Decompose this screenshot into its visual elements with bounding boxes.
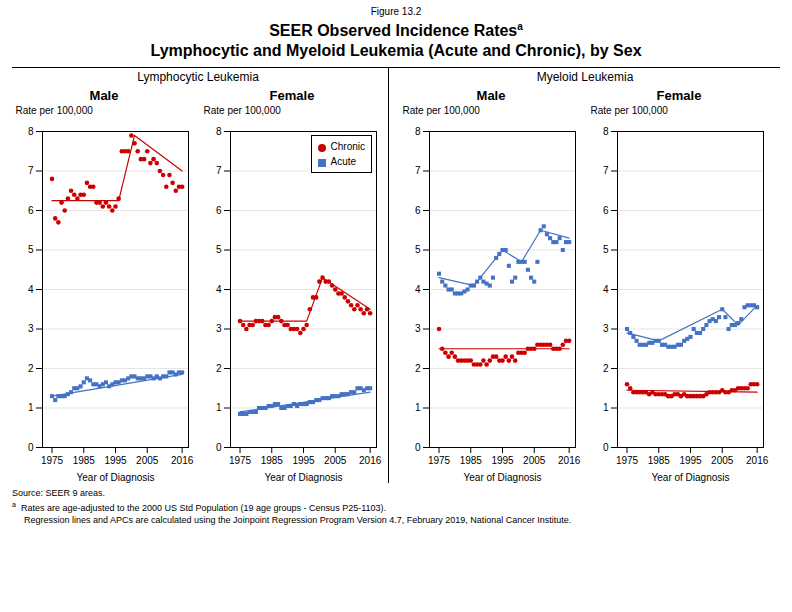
- html-text:Male: Male: [476, 88, 506, 104]
- svg-text:1975: 1975: [41, 455, 64, 466]
- html-text:Acute: Acute: [330, 156, 357, 168]
- svg-text:2: 2: [28, 363, 34, 374]
- svg-text:1975: 1975: [229, 455, 252, 466]
- svg-text:4: 4: [415, 284, 421, 295]
- svg-text:1995: 1995: [491, 455, 514, 466]
- svg-text:7: 7: [415, 166, 421, 177]
- svg-text:2016: 2016: [359, 455, 382, 466]
- html-text:Female: Female: [269, 88, 315, 104]
- html-text:Male: Male: [89, 88, 119, 104]
- html-text:Chronic: Chronic: [330, 141, 365, 153]
- svg-text:1985: 1985: [460, 455, 483, 466]
- svg-text:5: 5: [28, 245, 34, 256]
- html-text:Regression lines and APCs are: Regression lines and APCs are calculated…: [24, 515, 572, 526]
- svg-text:Year of Diagnosis: Year of Diagnosis: [463, 472, 541, 483]
- svg-text:1: 1: [28, 403, 34, 414]
- svg-text:1: 1: [216, 403, 222, 414]
- svg-text:2: 2: [415, 363, 421, 374]
- svg-text:2005: 2005: [523, 455, 546, 466]
- svg-text:3: 3: [415, 324, 421, 335]
- svg-text:2005: 2005: [324, 455, 347, 466]
- svg-text:1975: 1975: [428, 455, 451, 466]
- svg-text:6: 6: [28, 205, 34, 216]
- svg-text:2: 2: [603, 363, 609, 374]
- html-text:Lymphocytic and Myeloid Leukem: Lymphocytic and Myeloid Leukemia (Acute …: [150, 42, 642, 60]
- svg-text:5: 5: [216, 245, 222, 256]
- html-text:Lymphocytic Leukemia: Lymphocytic Leukemia: [137, 70, 259, 85]
- svg-text:1985: 1985: [261, 455, 284, 466]
- html-text:Female: Female: [656, 88, 702, 104]
- svg-text:1975: 1975: [616, 455, 639, 466]
- svg-text:6: 6: [415, 205, 421, 216]
- svg-text:8: 8: [216, 126, 222, 137]
- svg-text:4: 4: [603, 284, 609, 295]
- svg-text:Year of Diagnosis: Year of Diagnosis: [651, 472, 729, 483]
- svg-text:2: 2: [216, 363, 222, 374]
- svg-text:8: 8: [603, 126, 609, 137]
- html-text:Figure 13.2: Figure 13.2: [370, 6, 422, 17]
- svg-text:Rate per 100,000: Rate per 100,000: [591, 105, 669, 116]
- html-text:SEER Observed Incidence Ratesa: SEER Observed Incidence Ratesa: [269, 21, 523, 40]
- svg-text:7: 7: [28, 166, 34, 177]
- svg-text:3: 3: [216, 324, 222, 335]
- html-text:Myeloid Leukemia: Myeloid Leukemia: [536, 70, 634, 85]
- svg-text:5: 5: [415, 245, 421, 256]
- svg-text:2005: 2005: [136, 455, 159, 466]
- svg-text:1: 1: [603, 403, 609, 414]
- svg-text:3: 3: [603, 324, 609, 335]
- svg-text:Rate per 100,000: Rate per 100,000: [16, 105, 94, 116]
- html-text:Rates are age-adjusted to the: Rates are age-adjusted to the 2000 US St…: [20, 503, 386, 514]
- svg-text:4: 4: [216, 284, 222, 295]
- svg-text:2016: 2016: [746, 455, 769, 466]
- svg-text:2016: 2016: [171, 455, 194, 466]
- svg-text:6: 6: [216, 205, 222, 216]
- svg-text:7: 7: [216, 166, 222, 177]
- svg-text:1995: 1995: [679, 455, 702, 466]
- svg-text:Year of Diagnosis: Year of Diagnosis: [76, 472, 154, 483]
- svg-text:4: 4: [28, 284, 34, 295]
- svg-text:Rate per 100,000: Rate per 100,000: [403, 105, 481, 116]
- svg-text:0: 0: [603, 442, 609, 453]
- svg-text:0: 0: [28, 442, 34, 453]
- svg-text:2005: 2005: [711, 455, 734, 466]
- svg-text:Rate per 100,000: Rate per 100,000: [204, 105, 282, 116]
- svg-text:1995: 1995: [104, 455, 127, 466]
- svg-text:1985: 1985: [73, 455, 96, 466]
- svg-text:1: 1: [415, 403, 421, 414]
- svg-text:8: 8: [415, 126, 421, 137]
- svg-text:1995: 1995: [292, 455, 315, 466]
- svg-text:2016: 2016: [558, 455, 581, 466]
- svg-text:Year of Diagnosis: Year of Diagnosis: [264, 472, 342, 483]
- svg-text:0: 0: [216, 442, 222, 453]
- svg-text:8: 8: [28, 126, 34, 137]
- svg-text:5: 5: [603, 245, 609, 256]
- svg-text:1985: 1985: [648, 455, 671, 466]
- html-text:Source: SEER 9 areas.: Source: SEER 9 areas.: [12, 488, 105, 499]
- svg-text:6: 6: [603, 205, 609, 216]
- svg-text:0: 0: [415, 442, 421, 453]
- html-text:a: a: [12, 501, 16, 509]
- svg-text:3: 3: [28, 324, 34, 335]
- svg-text:7: 7: [603, 166, 609, 177]
